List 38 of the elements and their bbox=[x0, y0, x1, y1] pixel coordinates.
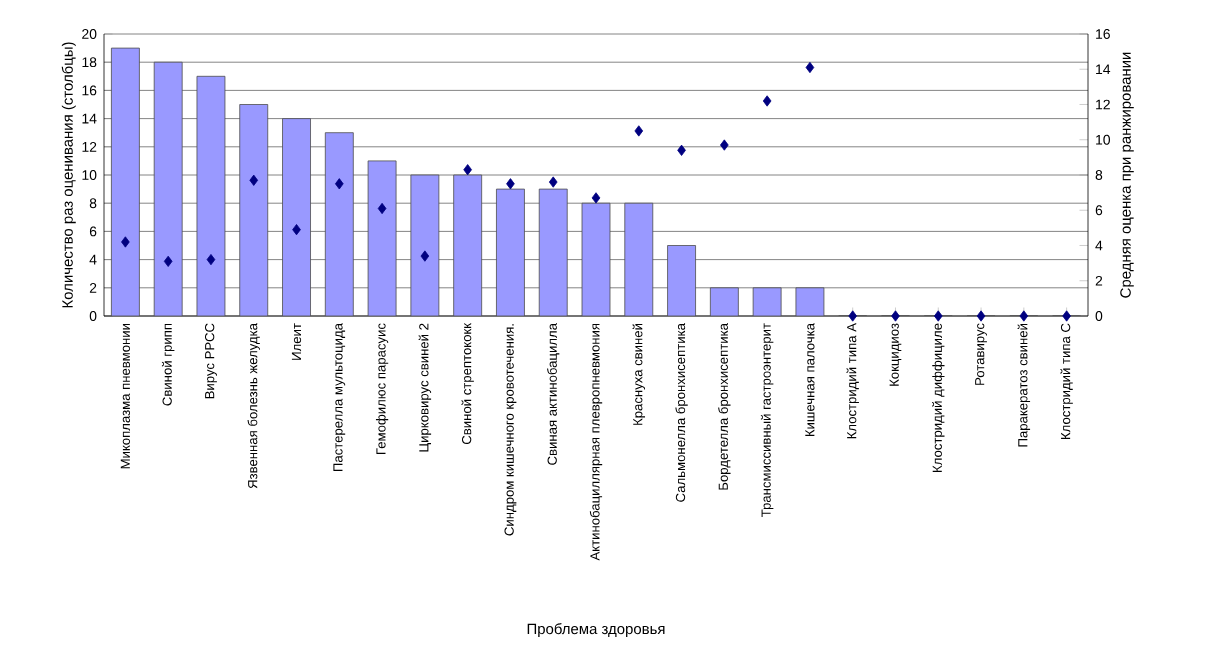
point bbox=[420, 250, 430, 262]
point bbox=[1062, 310, 1071, 322]
point bbox=[377, 202, 387, 215]
bar bbox=[367, 160, 397, 316]
bar bbox=[324, 132, 354, 316]
point bbox=[548, 176, 558, 188]
bar bbox=[196, 75, 226, 316]
bar bbox=[410, 174, 440, 316]
bar bbox=[667, 245, 696, 316]
point bbox=[891, 310, 900, 322]
point bbox=[121, 236, 130, 248]
point bbox=[335, 178, 344, 190]
bar bbox=[496, 188, 525, 316]
bar bbox=[709, 287, 739, 316]
point bbox=[634, 125, 644, 137]
bar bbox=[153, 61, 183, 316]
point bbox=[720, 139, 729, 151]
bar bbox=[239, 104, 269, 316]
bar bbox=[453, 174, 483, 316]
point bbox=[677, 144, 686, 156]
bar bbox=[110, 47, 140, 316]
point bbox=[762, 95, 772, 107]
point bbox=[463, 164, 472, 176]
point bbox=[249, 174, 259, 186]
point bbox=[1019, 310, 1029, 322]
point bbox=[292, 224, 301, 236]
bar bbox=[624, 202, 654, 316]
point bbox=[591, 192, 601, 204]
point bbox=[805, 61, 815, 74]
point bbox=[163, 255, 173, 267]
bar bbox=[581, 202, 611, 316]
point bbox=[848, 310, 857, 322]
bar bbox=[282, 118, 311, 316]
point bbox=[933, 310, 943, 322]
point bbox=[976, 310, 986, 322]
point bbox=[506, 178, 515, 190]
point bbox=[206, 254, 216, 266]
bar bbox=[538, 188, 568, 316]
